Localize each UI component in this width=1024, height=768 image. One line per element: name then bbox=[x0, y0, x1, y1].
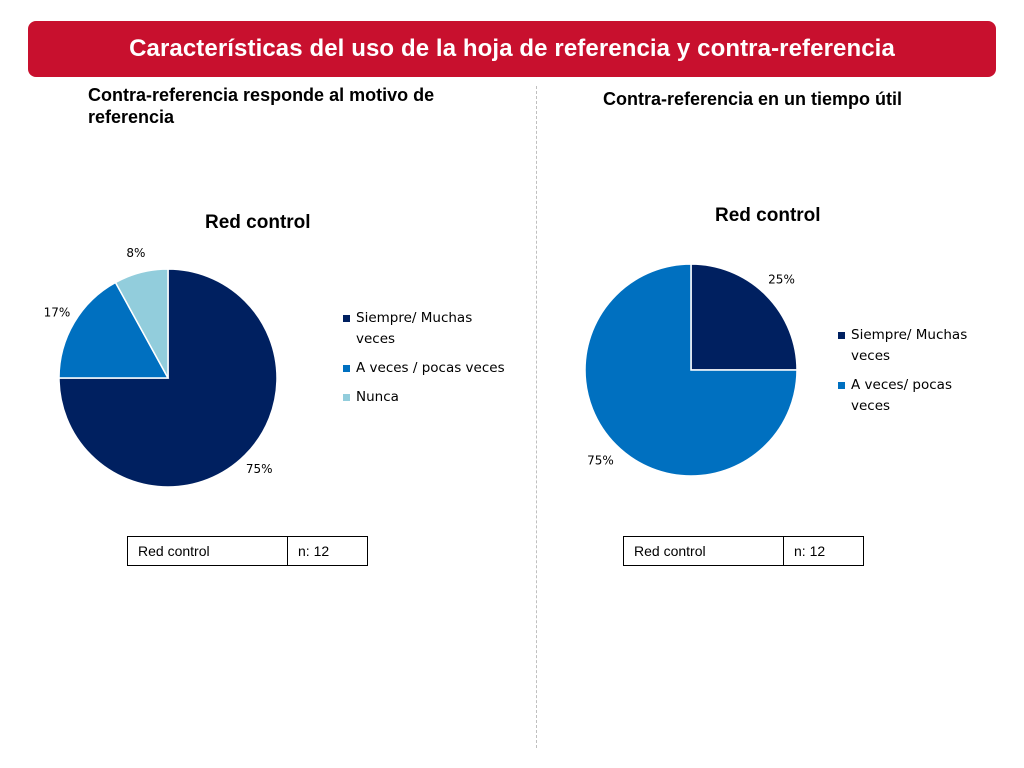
right-chart-legend: Siempre/ Muchas veces A veces/ pocas vece… bbox=[838, 325, 988, 425]
pie-data-label: 75% bbox=[246, 462, 273, 476]
pie-data-label: 8% bbox=[126, 246, 145, 260]
legend-item: Siempre/ Muchas veces bbox=[343, 308, 513, 350]
sample-size: n: 12 bbox=[783, 536, 864, 566]
left-chart-legend: Siempre/ Muchas veces A veces / pocas vec… bbox=[343, 308, 513, 416]
panel-divider bbox=[536, 86, 537, 748]
pie-slice bbox=[114, 268, 169, 379]
legend-item: Nunca bbox=[343, 387, 513, 408]
legend-swatch bbox=[838, 382, 845, 389]
legend-label: Nunca bbox=[356, 389, 399, 405]
legend-item: A veces/ pocas veces bbox=[838, 375, 988, 417]
legend-swatch bbox=[343, 315, 350, 322]
legend-label: Siempre/ Muchas veces bbox=[356, 310, 473, 347]
left-sample-table: Red control n: 12 bbox=[127, 536, 368, 566]
pie-slice bbox=[584, 263, 798, 477]
sample-group-label: Red control bbox=[127, 536, 288, 566]
right-panel-subtitle: Contra-referencia en un tiempo útil bbox=[603, 89, 903, 109]
legend-label: A veces / pocas veces bbox=[356, 360, 505, 376]
left-panel-subtitle: Contra-referencia responde al motivo de … bbox=[88, 85, 435, 127]
legend-item: Siempre/ Muchas veces bbox=[838, 325, 988, 367]
sample-group-label: Red control bbox=[623, 536, 784, 566]
left-chart-title: Red control bbox=[205, 212, 311, 233]
legend-swatch bbox=[343, 394, 350, 401]
pie-data-label: 75% bbox=[587, 454, 614, 468]
right-sample-table: Red control n: 12 bbox=[623, 536, 864, 566]
sample-size: n: 12 bbox=[287, 536, 368, 566]
pie-data-label: 25% bbox=[768, 272, 795, 286]
legend-item: A veces / pocas veces bbox=[343, 358, 513, 379]
pie-slice bbox=[690, 263, 798, 371]
legend-label: Siempre/ Muchas veces bbox=[851, 327, 968, 364]
page-title: Características del uso de la hoja de re… bbox=[129, 35, 895, 62]
pie-data-label: 17% bbox=[44, 305, 71, 319]
legend-swatch bbox=[343, 365, 350, 372]
right-chart-title: Red control bbox=[715, 205, 821, 226]
legend-swatch bbox=[838, 332, 845, 339]
pie-slice bbox=[58, 281, 170, 379]
header-banner: Características del uso de la hoja de re… bbox=[28, 21, 996, 77]
legend-label: A veces/ pocas veces bbox=[851, 377, 952, 414]
